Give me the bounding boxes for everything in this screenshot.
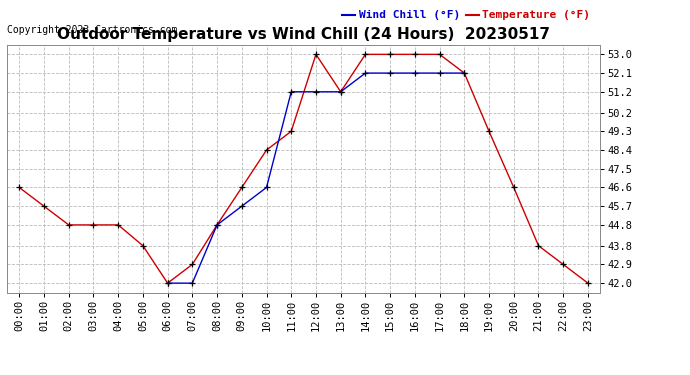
Title: Outdoor Temperature vs Wind Chill (24 Hours)  20230517: Outdoor Temperature vs Wind Chill (24 Ho… [57, 27, 550, 42]
Legend: Wind Chill (°F), Temperature (°F): Wind Chill (°F), Temperature (°F) [337, 6, 595, 25]
Text: Copyright 2023 Cartronics.com: Copyright 2023 Cartronics.com [7, 25, 177, 35]
